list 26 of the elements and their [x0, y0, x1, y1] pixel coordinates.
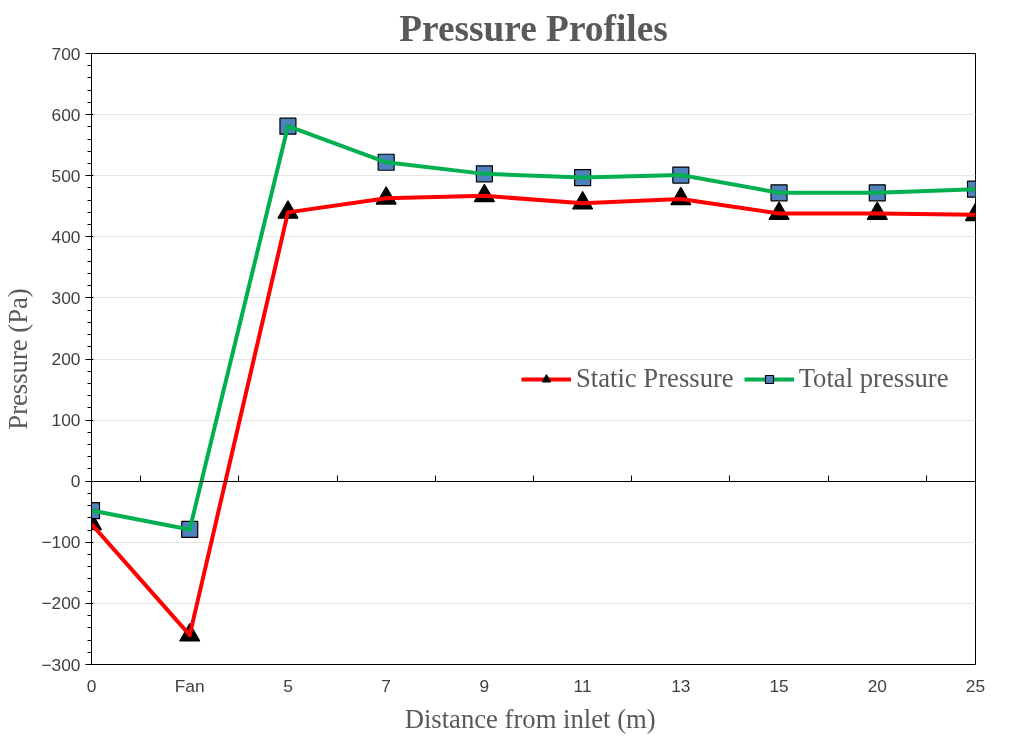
y-tick-label: 400	[51, 226, 81, 247]
y-tick-label: −200	[41, 593, 81, 614]
y-tick-label: 300	[51, 287, 81, 308]
y-tick-label: 700	[51, 43, 81, 64]
x-tick-label: 15	[769, 675, 789, 696]
legend-label: Total pressure	[798, 363, 949, 394]
y-tick-label: −300	[41, 654, 81, 675]
chart-title: Pressure Profiles	[399, 7, 668, 49]
x-tick-label: 20	[867, 675, 887, 696]
x-tick-label: 13	[671, 675, 691, 696]
y-tick-label: 200	[51, 349, 81, 369]
y-tick-label: −100	[41, 532, 81, 553]
x-tick-label: 7	[381, 675, 391, 696]
y-tick-label: 100	[51, 410, 81, 431]
y-tick-label: 500	[51, 165, 81, 186]
x-axis-title: Distance from inlet (m)	[404, 703, 656, 734]
y-tick-label: 600	[51, 104, 81, 125]
x-tick-label: 5	[283, 675, 293, 696]
y-axis-title: Pressure (Pa)	[3, 288, 34, 430]
legend-label: Static Pressure	[576, 363, 734, 394]
x-tick-label: 11	[573, 675, 592, 696]
y-tick-label: 0	[70, 471, 81, 492]
x-tick-label: Fan	[174, 675, 205, 696]
x-tick-label: 25	[965, 675, 986, 696]
x-tick-label: 0	[86, 675, 97, 696]
x-tick-label: 9	[479, 675, 490, 696]
